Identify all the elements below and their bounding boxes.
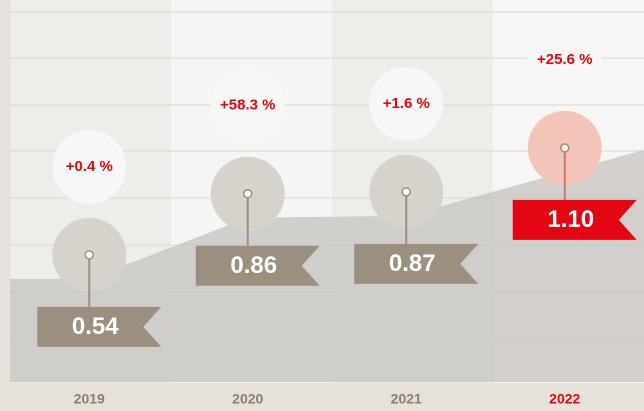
pin-head	[401, 187, 411, 197]
growth-label: +0.4 %	[66, 158, 113, 175]
value-flag	[512, 199, 637, 240]
pin-head	[84, 250, 94, 260]
pin-head	[560, 143, 570, 153]
x-tick-label: 2022	[549, 391, 580, 407]
growth-label: +1.6 %	[383, 95, 430, 112]
pin-head	[243, 188, 253, 199]
area	[10, 149, 644, 382]
growth-bubble	[52, 129, 127, 204]
value-flag	[195, 245, 320, 286]
x-tick-label: 2019	[74, 391, 105, 407]
value-label: 1.10	[547, 206, 594, 233]
growth-bubble	[210, 68, 285, 143]
value-label: 0.87	[389, 250, 436, 277]
x-tick-label: 2020	[232, 391, 263, 407]
value-flag	[354, 243, 479, 284]
value-label: 0.54	[72, 313, 119, 340]
growth-bubble	[369, 66, 444, 141]
value-flag	[37, 306, 162, 347]
growth-bubble	[527, 22, 602, 97]
value-label: 0.86	[230, 252, 277, 279]
growth-label: +58.3 %	[220, 97, 275, 114]
x-tick-label: 2021	[391, 391, 422, 407]
growth-label: +25.6 %	[537, 51, 592, 68]
